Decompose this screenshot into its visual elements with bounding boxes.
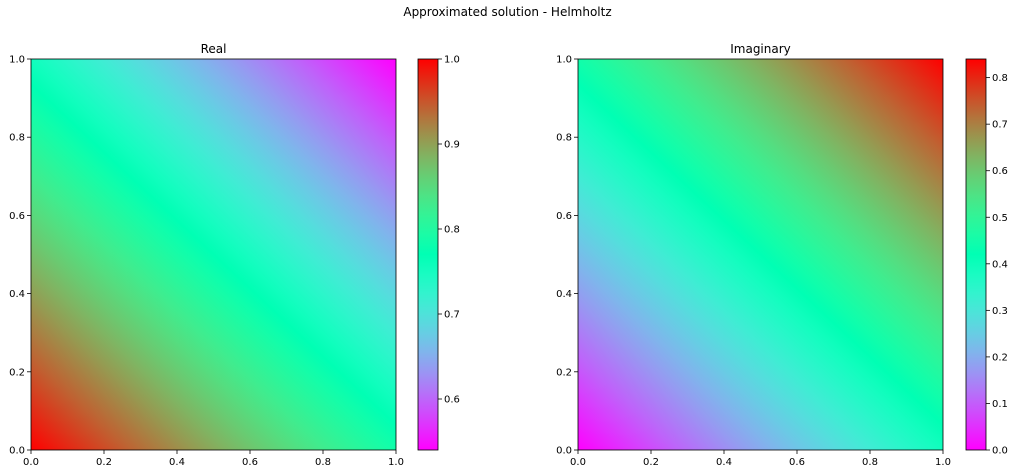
x-tick-label: 1.0 <box>388 457 404 468</box>
x-tick-label: 0.8 <box>862 457 878 468</box>
y-tick-label: 1.0 <box>9 55 25 66</box>
colorbar-tick-label: 0.1 <box>992 399 1008 410</box>
heatmap-image <box>578 59 943 450</box>
y-tick-label: 0.8 <box>9 133 25 144</box>
x-tick-label: 0.4 <box>169 457 185 468</box>
axes-frame <box>30 58 397 451</box>
panel-title: Real <box>201 42 227 56</box>
x-tick-label: 0.2 <box>96 457 112 468</box>
colorbar <box>966 59 986 450</box>
colorbar-tick-label: 0.9 <box>444 140 460 151</box>
imaginary-panel: Imaginary 0.0 0.2 0.4 0.6 0.8 1.0 0.0 0.2 0.4 0.6 0… <box>556 42 1008 468</box>
panel-title: Imaginary <box>730 42 791 56</box>
colorbar-tick-label: 0.6 <box>444 395 460 406</box>
x-tick-label: 1.0 <box>935 457 951 468</box>
colorbar-tick-label: 0.2 <box>992 352 1008 363</box>
y-tick-label: 0.2 <box>9 367 25 378</box>
colorbar-tick-label: 0.8 <box>444 225 460 236</box>
colorbar-tick-label: 1.0 <box>444 55 460 66</box>
y-tick-label: 0.4 <box>9 289 25 300</box>
axes-frame <box>577 58 944 451</box>
colorbar-tick-label: 0.5 <box>992 213 1008 224</box>
x-tick-label: 0.6 <box>789 457 805 468</box>
y-tick-label: 0.2 <box>556 367 572 378</box>
y-tick-label: 1.0 <box>556 55 572 66</box>
colorbar <box>418 59 438 450</box>
colorbar-tick-label: 0.7 <box>992 120 1008 131</box>
heatmap-image <box>31 59 396 450</box>
y-tick-label: 0.6 <box>556 211 572 222</box>
y-tick-label: 0.6 <box>9 211 25 222</box>
colorbar-tick-label: 0.3 <box>992 306 1008 317</box>
y-tick-label: 0.4 <box>556 289 572 300</box>
x-tick-label: 0.8 <box>315 457 331 468</box>
x-tick-label: 0.0 <box>23 457 39 468</box>
colorbar-tick-label: 0.8 <box>992 73 1008 84</box>
x-tick-label: 0.4 <box>716 457 732 468</box>
figure-title: Approximated solution - Helmholtz <box>403 5 612 19</box>
y-tick-label: 0.8 <box>556 133 572 144</box>
y-tick-label: 0.0 <box>556 446 572 457</box>
colorbar-frame <box>965 58 987 451</box>
x-tick-label: 0.0 <box>570 457 586 468</box>
colorbar-tick-label: 0.4 <box>992 259 1008 270</box>
x-tick-label: 0.6 <box>242 457 258 468</box>
colorbar-tick-label: 0.0 <box>992 446 1008 457</box>
x-tick-label: 0.2 <box>643 457 659 468</box>
colorbar-tick-label: 0.7 <box>444 310 460 321</box>
real-panel: Real 0.0 0.2 0.4 0.6 0.8 1.0 0.0 0.2 0.4 0.6 0.8 1.0… <box>9 42 460 468</box>
colorbar-tick-label: 0.6 <box>992 166 1008 177</box>
colorbar-frame <box>417 58 439 451</box>
y-tick-label: 0.0 <box>9 446 25 457</box>
